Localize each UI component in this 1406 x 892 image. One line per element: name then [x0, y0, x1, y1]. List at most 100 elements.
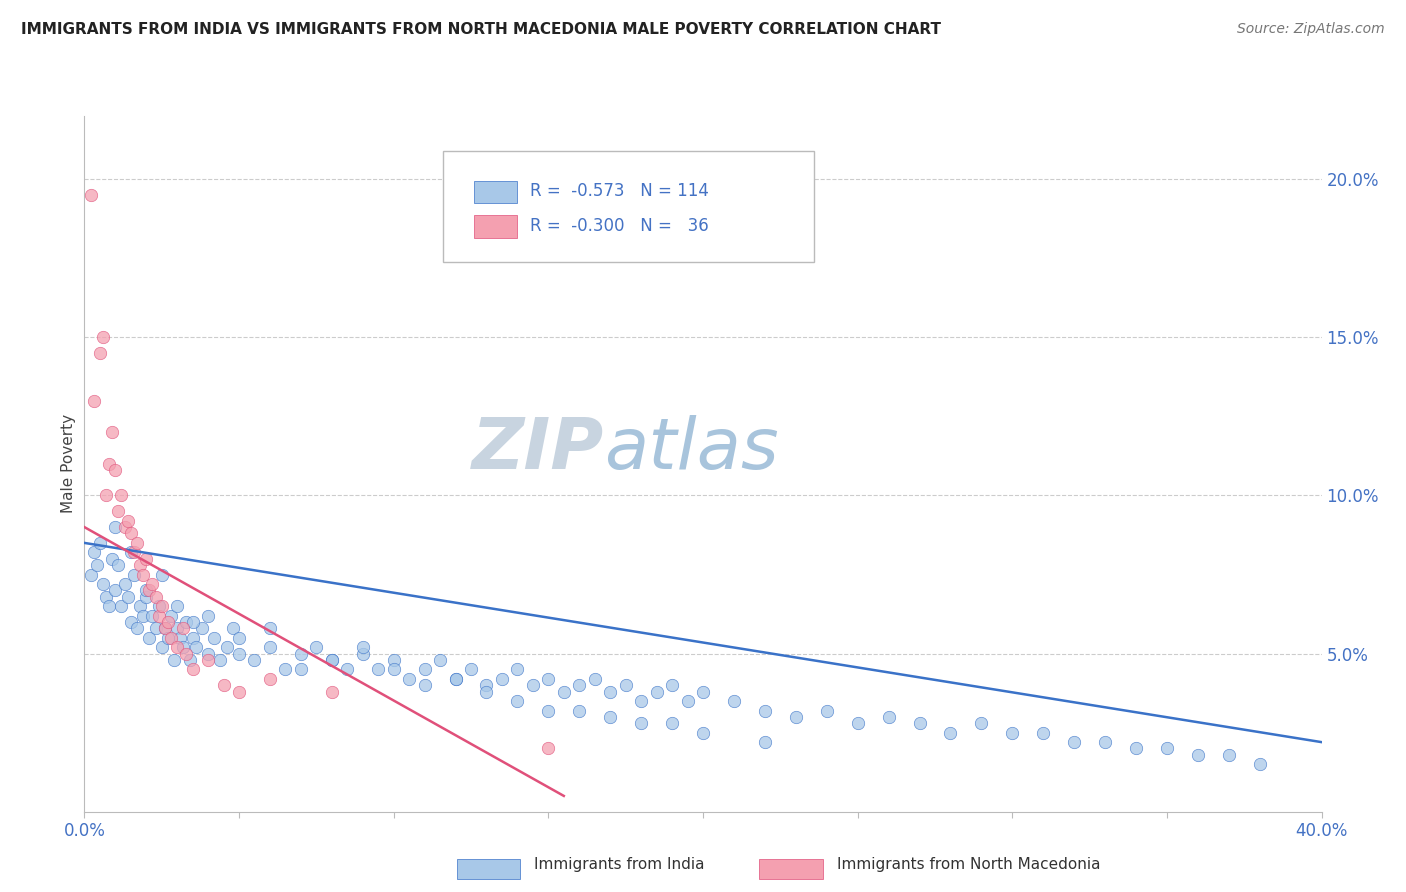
Point: [877, 710, 900, 724]
Point: [506, 662, 529, 676]
Point: [475, 684, 498, 698]
Point: [156, 615, 179, 629]
Point: [138, 631, 160, 645]
Point: [321, 653, 343, 667]
Point: [259, 640, 281, 655]
Point: [150, 599, 173, 614]
Point: [148, 599, 170, 614]
Point: [104, 520, 127, 534]
Point: [692, 725, 714, 739]
Point: [1032, 725, 1054, 739]
Point: [259, 672, 281, 686]
Point: [181, 615, 204, 629]
Point: [537, 741, 560, 756]
Point: [259, 621, 281, 635]
Point: [661, 678, 683, 692]
Point: [153, 621, 176, 635]
Point: [89, 536, 111, 550]
Point: [101, 425, 124, 440]
Point: [382, 653, 405, 667]
Point: [129, 558, 152, 572]
Point: [79, 567, 101, 582]
Point: [398, 672, 420, 686]
Point: [172, 621, 194, 635]
Point: [176, 647, 198, 661]
Point: [568, 704, 591, 718]
Point: [148, 608, 170, 623]
Point: [98, 457, 121, 471]
Point: [94, 590, 117, 604]
Point: [522, 678, 544, 692]
Point: [676, 694, 699, 708]
Point: [568, 678, 591, 692]
Point: [132, 567, 155, 582]
Point: [785, 710, 807, 724]
Point: [475, 678, 498, 692]
Point: [491, 672, 513, 686]
Point: [163, 653, 186, 667]
Point: [228, 647, 250, 661]
Point: [537, 704, 560, 718]
Point: [723, 694, 745, 708]
Point: [215, 640, 238, 655]
Point: [104, 583, 127, 598]
Point: [91, 577, 114, 591]
Point: [228, 684, 250, 698]
Point: [107, 558, 129, 572]
Text: Source: ZipAtlas.com: Source: ZipAtlas.com: [1237, 22, 1385, 37]
Point: [91, 330, 114, 344]
Point: [150, 567, 173, 582]
Point: [94, 488, 117, 502]
Point: [506, 694, 529, 708]
Point: [460, 662, 482, 676]
Point: [172, 640, 194, 655]
Point: [176, 615, 198, 629]
Point: [120, 615, 142, 629]
Text: ZIP: ZIP: [472, 416, 605, 484]
Text: IMMIGRANTS FROM INDIA VS IMMIGRANTS FROM NORTH MACEDONIA MALE POVERTY CORRELATIO: IMMIGRANTS FROM INDIA VS IMMIGRANTS FROM…: [21, 22, 941, 37]
Point: [150, 640, 173, 655]
Point: [101, 551, 124, 566]
Point: [122, 567, 145, 582]
Point: [169, 631, 191, 645]
Point: [939, 725, 962, 739]
Point: [114, 577, 136, 591]
Point: [754, 735, 776, 749]
Point: [141, 577, 163, 591]
Bar: [474, 181, 517, 203]
Point: [98, 599, 121, 614]
Text: atlas: atlas: [605, 416, 779, 484]
Bar: [474, 216, 517, 237]
Point: [352, 647, 374, 661]
Point: [321, 653, 343, 667]
Point: [228, 631, 250, 645]
Point: [132, 608, 155, 623]
Point: [117, 514, 139, 528]
Point: [274, 662, 297, 676]
Text: Immigrants from North Macedonia: Immigrants from North Macedonia: [837, 857, 1099, 872]
Text: Immigrants from India: Immigrants from India: [534, 857, 704, 872]
Point: [117, 590, 139, 604]
Point: [1187, 747, 1209, 762]
Point: [630, 716, 652, 731]
Point: [908, 716, 931, 731]
Point: [114, 520, 136, 534]
Point: [122, 545, 145, 559]
Point: [537, 672, 560, 686]
Point: [222, 621, 245, 635]
Point: [614, 678, 637, 692]
Point: [135, 583, 157, 598]
Point: [181, 631, 204, 645]
Point: [135, 590, 157, 604]
Point: [125, 621, 148, 635]
Point: [212, 678, 235, 692]
Point: [444, 672, 467, 686]
Point: [553, 684, 575, 698]
Point: [367, 662, 389, 676]
Point: [125, 536, 148, 550]
Point: [1001, 725, 1024, 739]
Point: [160, 631, 183, 645]
Point: [243, 653, 266, 667]
Point: [83, 545, 105, 559]
Point: [645, 684, 668, 698]
